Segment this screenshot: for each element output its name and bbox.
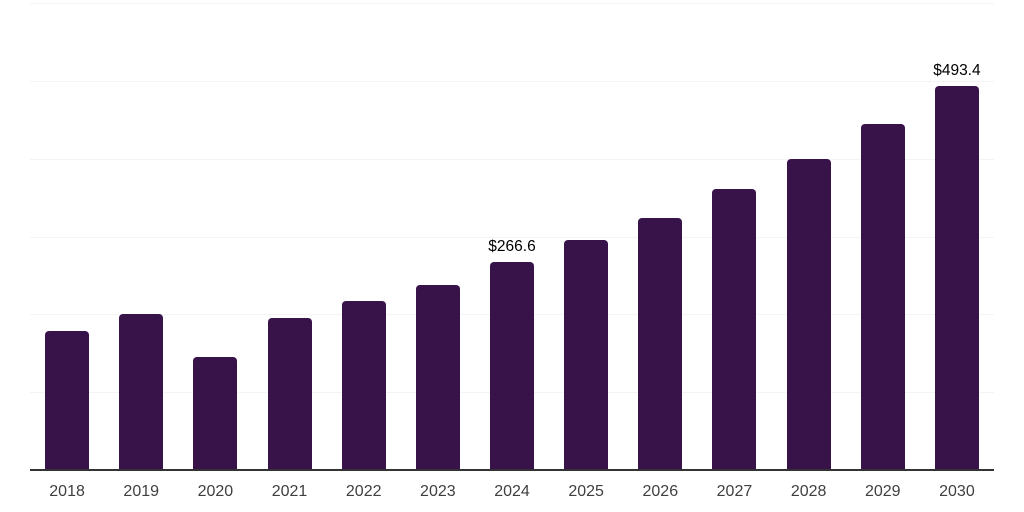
x-tick-label-2019: 2019 — [123, 483, 160, 500]
bar-2023 — [415, 284, 460, 470]
value-label-2030: $493.4 — [933, 61, 981, 79]
gridline — [30, 236, 994, 238]
x-tick-label-2021: 2021 — [271, 483, 308, 500]
value-label-2024: $266.6 — [488, 238, 536, 256]
x-tick-label-2025: 2025 — [568, 483, 604, 500]
bar-2022 — [341, 301, 386, 470]
x-tick-label-2027: 2027 — [716, 483, 753, 500]
gridline — [30, 158, 994, 160]
x-tick-label-2028: 2028 — [790, 483, 827, 500]
bar-2025 — [564, 240, 609, 470]
gridline — [30, 80, 994, 82]
x-tick-label-2029: 2029 — [864, 483, 901, 500]
bar-2027 — [712, 189, 757, 470]
bar-2026 — [638, 217, 683, 470]
x-axis-line — [30, 469, 994, 471]
gridline — [30, 3, 994, 4]
x-tick-label-2026: 2026 — [642, 483, 679, 500]
bar-2024 — [490, 262, 534, 470]
x-tick-label-2022: 2022 — [345, 483, 382, 500]
x-tick-label-2020: 2020 — [197, 483, 234, 500]
x-tick-label-2024: 2024 — [494, 483, 530, 500]
bar-2020 — [193, 357, 238, 470]
bar-2021 — [267, 318, 312, 470]
bar-2030 — [934, 85, 979, 470]
x-tick-label-2023: 2023 — [420, 483, 456, 500]
bar-2029 — [860, 123, 905, 470]
x-tick-label-2030: 2030 — [939, 483, 975, 500]
bar-2018 — [45, 330, 90, 470]
x-tick-label-2018: 2018 — [49, 483, 85, 500]
bar-2019 — [119, 314, 164, 470]
bar-2028 — [786, 158, 831, 470]
